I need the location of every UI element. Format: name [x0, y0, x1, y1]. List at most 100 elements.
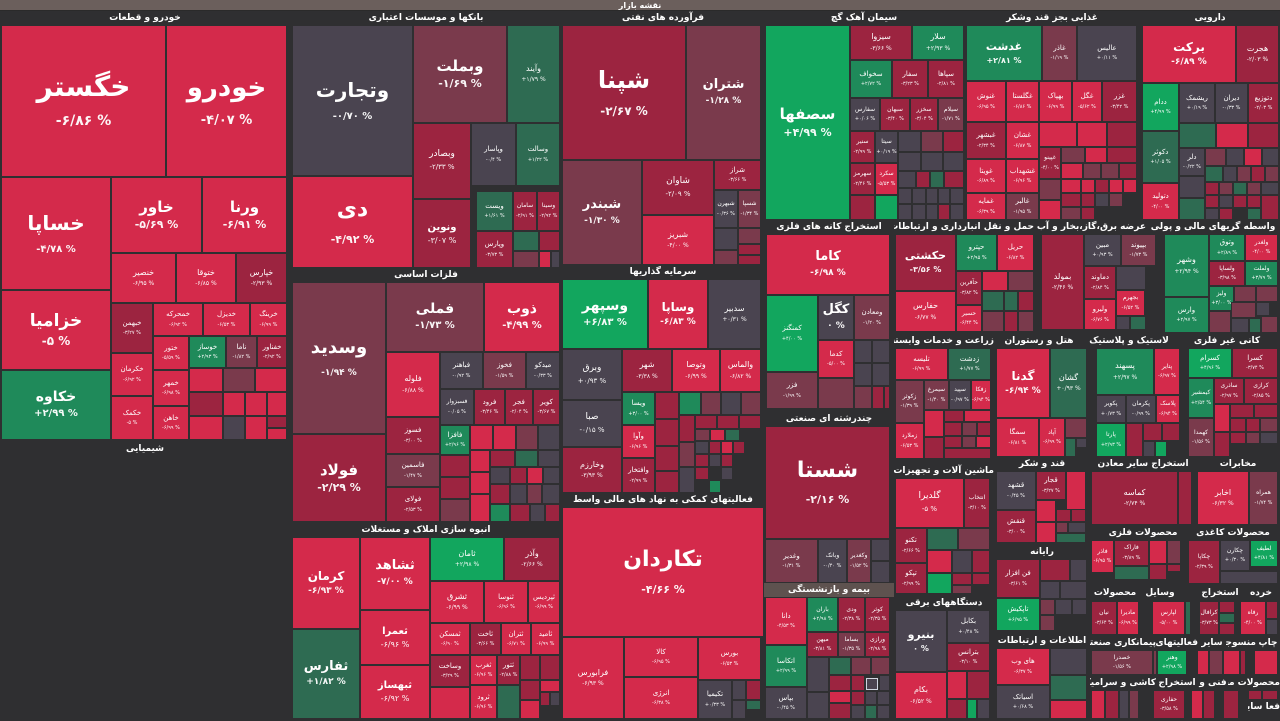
stock-tile-small[interactable] — [982, 311, 1004, 332]
sector-title[interactable]: شیمیایی — [125, 444, 165, 454]
stock-tile-small[interactable] — [879, 675, 890, 691]
stock-tile-small[interactable] — [1149, 540, 1167, 564]
sector-title[interactable]: خرده — [1249, 588, 1273, 598]
stock-tile-small[interactable] — [1065, 438, 1076, 457]
stock-tile[interactable]: سدبیر +۰/۳۱ % — [708, 279, 761, 349]
stock-tile-small[interactable] — [875, 195, 898, 220]
stock-tile-small[interactable] — [539, 251, 551, 268]
stock-tile-small[interactable] — [1061, 207, 1081, 220]
stock-tile-small[interactable] — [1060, 581, 1087, 599]
stock-tile-small[interactable] — [947, 671, 967, 699]
sector-title[interactable]: استخراج — [1201, 588, 1239, 598]
sector-title[interactable]: محصولات فلزی — [1108, 528, 1178, 538]
sector-title[interactable]: محصولات کاغذی — [1196, 528, 1270, 538]
stock-tile[interactable]: حکشتی -۳/۵۶ % — [895, 234, 956, 291]
stock-tile[interactable]: خصدرا -۱/۵۶ % — [1091, 650, 1153, 675]
stock-tile-small[interactable] — [1081, 193, 1095, 207]
stock-tile-small[interactable] — [1214, 432, 1230, 457]
stock-tile-small[interactable] — [916, 171, 930, 188]
stock-tile-small[interactable] — [1230, 418, 1246, 432]
stock-tile[interactable]: وآوا -۶/۹۶ % — [622, 425, 655, 458]
stock-tile-small[interactable] — [1219, 182, 1233, 195]
stock-tile[interactable]: خگستر -۶/۸۶ % — [1, 25, 166, 177]
stock-tile[interactable]: لپارس -۵/۰۰ % — [1152, 601, 1185, 635]
stock-tile-small[interactable] — [515, 450, 538, 467]
stock-tile-small[interactable] — [1119, 163, 1137, 179]
stock-tile-small[interactable] — [267, 416, 287, 428]
stock-tile[interactable]: حپترو +۲/۹۵ % — [956, 234, 997, 271]
stock-tile-small[interactable] — [1219, 195, 1233, 208]
stock-tile-small[interactable] — [1129, 690, 1139, 719]
stock-tile-small[interactable] — [1246, 418, 1260, 432]
sector-title[interactable]: فنی و — [1199, 678, 1227, 688]
stock-tile-small[interactable] — [1072, 599, 1087, 615]
stock-tile-small[interactable] — [1223, 690, 1239, 719]
stock-tile[interactable]: ورنا -۶/۹۱ % — [202, 177, 287, 253]
stock-tile-small[interactable] — [865, 705, 877, 719]
stock-tile-small[interactable] — [898, 188, 912, 204]
stock-tile[interactable]: بپاس -۰/۴۵ % — [765, 687, 807, 719]
stock-tile-small[interactable] — [1056, 533, 1086, 543]
stock-tile-small[interactable] — [738, 244, 761, 255]
stock-tile-small[interactable] — [1018, 291, 1034, 311]
stock-tile-small[interactable] — [714, 250, 738, 265]
stock-tile[interactable]: خپارس -۲/۹۳ % — [236, 253, 287, 303]
stock-tile-small[interactable] — [947, 699, 967, 719]
stock-tile-small[interactable] — [854, 340, 872, 363]
stock-tile[interactable]: خکرمان -۶/۹۲ % — [111, 353, 153, 396]
stock-tile[interactable]: دیران -۰/۳۳ % — [1215, 83, 1248, 123]
stock-tile-small[interactable] — [1205, 208, 1219, 220]
stock-tile[interactable]: بهپاک -۶/۹۹ % — [1039, 81, 1072, 122]
stock-tile[interactable]: ددام +۴/۹۹ % — [1142, 83, 1179, 131]
stock-tile-small[interactable] — [1167, 564, 1181, 572]
stock-tile-small[interactable] — [1247, 182, 1261, 195]
stock-tile-small[interactable] — [1231, 302, 1256, 318]
stock-tile-small[interactable] — [1261, 316, 1278, 333]
stock-tile-small[interactable] — [912, 188, 926, 204]
stock-tile[interactable]: ثفارس +۱/۸۲ % — [292, 629, 360, 719]
stock-tile[interactable]: قشهد -۰/۴۵ % — [996, 471, 1036, 510]
stock-tile[interactable]: وتوصا -۶/۹۹ % — [672, 349, 720, 392]
stock-tile[interactable]: شبندر -۱/۳۰ % — [562, 160, 642, 265]
stock-tile-small[interactable] — [1040, 559, 1070, 581]
stock-tile[interactable]: سفار -۳/۲۳ % — [892, 60, 928, 98]
stock-tile[interactable]: فولای -۲/۵۳ % — [386, 487, 440, 522]
stock-tile-small[interactable] — [818, 378, 854, 409]
stock-tile-small[interactable] — [829, 703, 851, 719]
stock-tile-small[interactable] — [851, 705, 865, 719]
stock-tile[interactable]: خمهر -۶/۹۸ % — [153, 370, 189, 406]
stock-tile[interactable]: ثعمرا -۶/۹۶ % — [360, 610, 430, 665]
stock-tile-small[interactable] — [950, 204, 964, 220]
stock-tile-small[interactable] — [1050, 648, 1087, 675]
stock-tile-small[interactable] — [964, 410, 991, 422]
stock-tile-small[interactable] — [255, 368, 287, 392]
stock-tile-small[interactable] — [982, 291, 1004, 311]
stock-tile-small[interactable] — [490, 450, 515, 467]
stock-tile[interactable]: شراز -۳/۶۶ % — [714, 160, 761, 190]
stock-tile-small[interactable] — [1167, 540, 1181, 564]
stock-tile-small[interactable] — [1249, 318, 1261, 333]
stock-tile[interactable]: سپاها -۲/۸۱ % — [928, 60, 964, 98]
stock-tile-small[interactable] — [924, 437, 944, 459]
stock-tile[interactable]: قنقش -۳/۰۰ % — [996, 510, 1036, 543]
stock-tile-small[interactable] — [1248, 690, 1262, 700]
stock-tile-small[interactable] — [1066, 471, 1086, 511]
stock-tile[interactable]: ورازی -۲/۹۸ % — [865, 632, 890, 657]
stock-tile-small[interactable] — [865, 677, 879, 691]
stock-tile-small[interactable] — [944, 422, 962, 436]
stock-tile-small[interactable] — [267, 428, 287, 440]
stock-tile-small[interactable] — [1056, 522, 1068, 533]
stock-tile-small[interactable] — [944, 410, 964, 422]
stock-tile[interactable]: غدشت +۲/۸۱ % — [966, 25, 1042, 81]
stock-tile[interactable]: غبشهر -۲/۳۴ % — [966, 122, 1006, 159]
stock-tile-small[interactable] — [872, 363, 890, 386]
stock-tile[interactable]: حفارس -۶/۷۷ % — [895, 291, 956, 332]
stock-tile-small[interactable] — [1234, 286, 1256, 302]
stock-tile[interactable]: آپاد -۶/۹۹ % — [1039, 418, 1065, 457]
sector-title[interactable]: خودرو و قطعات — [109, 13, 181, 23]
stock-tile[interactable]: سکرد -۵/۵۳ % — [875, 163, 898, 195]
stock-tile-small[interactable] — [927, 550, 952, 573]
stock-tile-small[interactable] — [1214, 404, 1230, 432]
stock-tile-small[interactable] — [245, 416, 267, 440]
stock-tile-small[interactable] — [1230, 432, 1246, 444]
